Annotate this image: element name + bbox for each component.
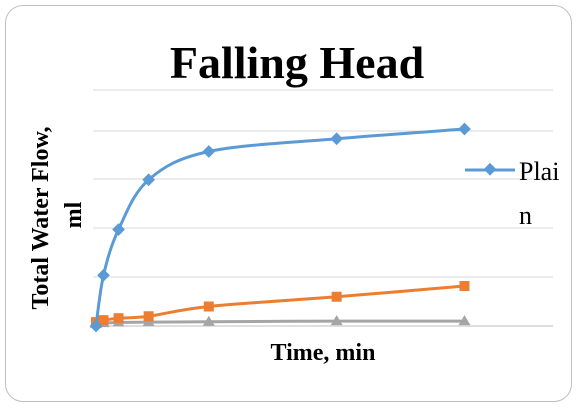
series-layer	[89, 122, 471, 333]
data-point-series-0-5	[330, 132, 344, 146]
data-point-series-0-6	[458, 122, 471, 136]
legend-label-plain-line-2: n	[519, 201, 532, 230]
data-point-series-1-2	[113, 313, 124, 324]
chart-frame	[5, 5, 572, 402]
data-point-series-1-1	[98, 315, 109, 326]
data-point-series-0-2	[112, 223, 125, 236]
data-point-series-2-5	[330, 315, 343, 326]
legend-marker-plain	[483, 162, 497, 176]
y-axis-title-line-2: ml	[61, 201, 87, 228]
data-point-series-0-3	[142, 173, 156, 187]
x-axis-title: Time, min	[271, 340, 376, 366]
data-point-series-0-4	[202, 145, 216, 158]
data-point-series-1-3	[143, 311, 154, 322]
data-point-series-1-4	[203, 301, 214, 312]
data-point-series-1-6	[459, 281, 470, 292]
chart-title: Falling Head	[170, 37, 425, 88]
legend-label-plain-line-1: Plai	[519, 157, 559, 186]
y-axis-title: Total Water Flow, ml	[28, 121, 87, 310]
data-point-series-0-1	[97, 268, 110, 282]
data-point-series-0-0	[89, 319, 103, 333]
data-point-series-2-6	[458, 315, 471, 326]
legend: Plai n	[465, 157, 559, 230]
gridlines	[93, 89, 553, 327]
y-axis-title-line-1: Total Water Flow,	[28, 127, 54, 310]
data-point-series-1-5	[331, 291, 342, 302]
data-point-series-2-4	[202, 315, 215, 326]
